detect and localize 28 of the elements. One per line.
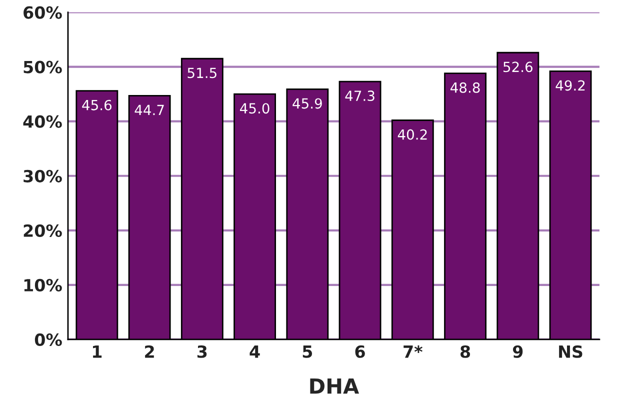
data-label: 45.0 xyxy=(240,103,270,114)
data-label: 44.7 xyxy=(134,104,164,116)
data-label: 49.2 xyxy=(556,80,585,91)
x-tick-label: 5 xyxy=(302,346,312,358)
x-tick-label: 9 xyxy=(512,345,523,358)
y-tick-label: 0% xyxy=(34,333,62,346)
x-tick-label: 6 xyxy=(355,345,365,358)
x-tick-label: 1 xyxy=(93,346,102,358)
y-tick-label: 60% xyxy=(24,6,62,19)
x-tick-label: 2 xyxy=(145,345,154,358)
data-label: 47.3 xyxy=(345,90,374,102)
data-label: 45.6 xyxy=(82,100,112,110)
y-tick-label: 50% xyxy=(24,60,62,74)
x-tick-label: 3 xyxy=(197,345,207,358)
y-tick-label: 40% xyxy=(23,115,62,128)
y-tick-label: 30% xyxy=(24,170,62,182)
x-tick-label: 4 xyxy=(250,346,260,358)
data-label: 51.5 xyxy=(188,68,216,78)
y-tick-label: 20% xyxy=(24,224,62,237)
x-tick-label: NS xyxy=(559,345,582,358)
data-label: 40.2 xyxy=(398,129,427,140)
x-axis-title: DHA xyxy=(310,378,360,394)
y-tick-label: 10% xyxy=(24,278,62,292)
data-label: 48.8 xyxy=(450,82,480,93)
x-tick-label: 7* xyxy=(404,345,422,358)
x-tick-label: 8 xyxy=(460,345,470,358)
data-label: 52.6 xyxy=(504,62,532,72)
data-label: 45.9 xyxy=(292,98,322,109)
